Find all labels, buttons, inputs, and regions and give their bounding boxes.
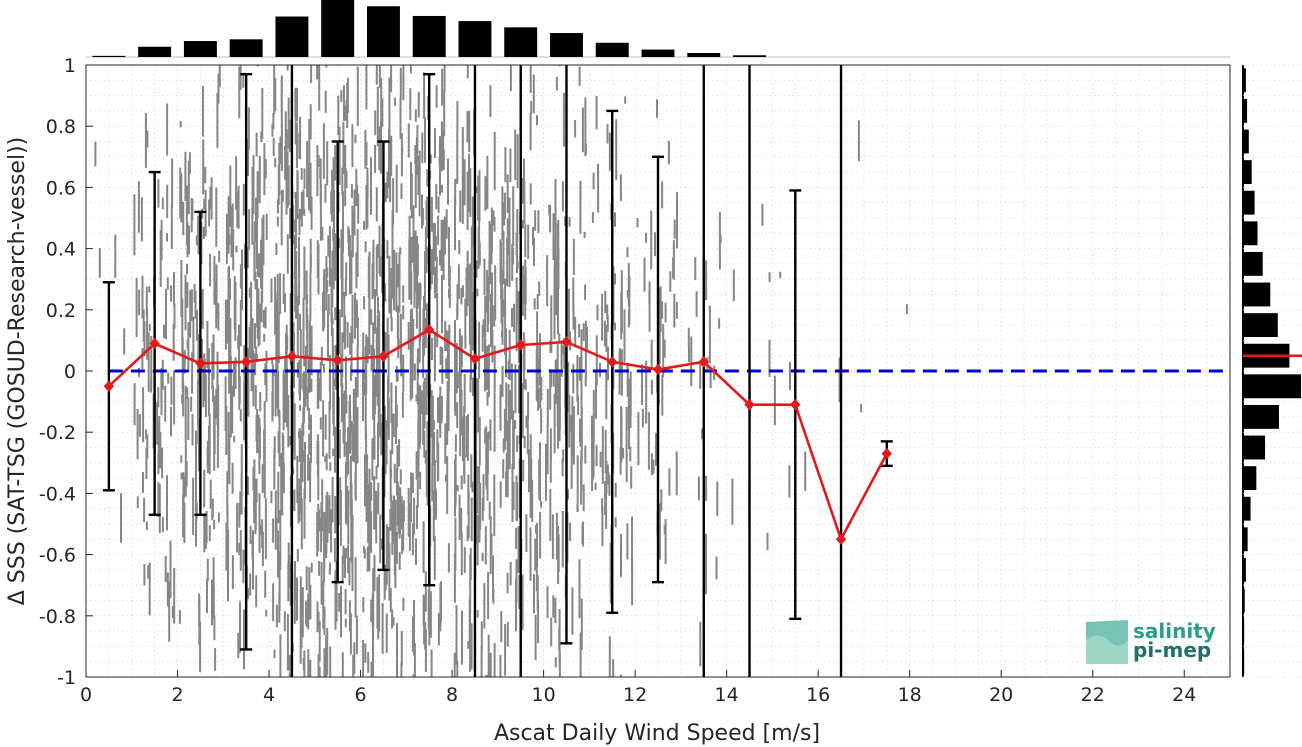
- top-hist-bar: [275, 16, 309, 58]
- top-hist-bar: [458, 21, 492, 57]
- right-hist-bar: [1243, 557, 1246, 582]
- mean-marker: [652, 363, 664, 376]
- y-tick-label: 0: [64, 361, 76, 383]
- x-tick-label: 10: [532, 684, 556, 706]
- y-tick-label: -0.4: [39, 483, 76, 505]
- y-tick-label: 0.8: [46, 116, 76, 138]
- mean-marker: [515, 339, 526, 351]
- top-hist-bar: [595, 42, 629, 57]
- mean-marker: [835, 533, 847, 546]
- mean-marker: [790, 398, 801, 411]
- x-tick-label: 6: [355, 684, 367, 706]
- logo-line2: pi-mep: [1133, 638, 1211, 662]
- right-hist-bar: [1243, 496, 1251, 521]
- y-tick-label: -0.6: [39, 545, 76, 567]
- x-tick-label: 2: [171, 684, 183, 706]
- scatter-cloud: [94, 65, 908, 677]
- x-tick-label: 14: [715, 684, 739, 706]
- x-tick-label: 24: [1172, 684, 1196, 706]
- right-hist-bar: [1243, 435, 1266, 460]
- mean-marker: [103, 380, 115, 393]
- y-tick-label: 0.6: [46, 177, 76, 199]
- top-hist-bar: [183, 41, 217, 57]
- top-hist-bar: [641, 49, 675, 57]
- mean-marker: [286, 350, 298, 363]
- top-hist-bar: [92, 55, 126, 57]
- right-hist-bar: [1243, 649, 1245, 674]
- right-hist-bar: [1243, 221, 1258, 246]
- y-tick-label: -0.2: [39, 422, 76, 444]
- y-tick-label: -1: [57, 667, 76, 689]
- mean-marker: [149, 337, 160, 350]
- y-axis-label: Δ SSS (SAT-TSG (GOSUD-Research-vessel)): [5, 137, 30, 605]
- right-hist-bar: [1243, 374, 1301, 399]
- right-hist-bar: [1243, 190, 1255, 215]
- y-tick-label: 0.2: [46, 300, 76, 322]
- mean-marker: [698, 356, 709, 368]
- right-hist-bar: [1243, 588, 1245, 613]
- scatter-points: [94, 65, 908, 677]
- x-tick-label: 4: [263, 684, 275, 706]
- mean-marker: [424, 323, 435, 336]
- right-hist-bar: [1243, 98, 1248, 123]
- right-hist-bar: [1243, 404, 1279, 429]
- x-tick-label: 22: [1081, 684, 1105, 706]
- y-tick-label: 1: [64, 55, 76, 77]
- mean-marker: [744, 398, 755, 411]
- right-hist-bar: [1243, 160, 1252, 185]
- mean-marker: [195, 357, 206, 370]
- right-hist-bar: [1243, 619, 1245, 644]
- x-tick-label: 20: [989, 684, 1013, 706]
- right-hist-bar: [1243, 251, 1263, 276]
- x-axis-label: Ascat Daily Wind Speed [m/s]: [494, 721, 820, 746]
- tick-labels: 0 2 4 6 8 10 12 14 16 18 20 22 24-1-0.8-0.6-0.4-0.20…: [39, 55, 1196, 706]
- mean-marker: [607, 356, 618, 368]
- x-tick-label: 12: [623, 684, 647, 706]
- top-histogram: [86, 0, 1230, 58]
- mean-marker: [378, 350, 389, 363]
- right-hist-bar: [1243, 282, 1271, 307]
- logo-wave-shade-icon: [1086, 635, 1128, 664]
- right-hist-bar: [1243, 129, 1249, 154]
- logo-line1: salinity: [1133, 619, 1216, 643]
- mean-marker: [881, 447, 892, 460]
- right-hist-bar: [1243, 68, 1246, 93]
- top-hist-bar: [550, 33, 583, 57]
- right-hist-bar: [1243, 466, 1257, 491]
- y-tick-label: -0.8: [39, 606, 76, 628]
- mean-marker: [240, 356, 252, 368]
- mean-marker: [332, 354, 343, 367]
- right-histogram: [1242, 64, 1302, 678]
- top-hist-bar: [138, 46, 172, 57]
- x-tick-label: 8: [446, 684, 458, 706]
- right-hist-bar: [1243, 313, 1278, 338]
- error-bars: [102, 65, 893, 677]
- mean-marker: [561, 336, 572, 348]
- top-hist-bar: [366, 6, 400, 57]
- top-hist-bar: [733, 55, 766, 57]
- y-tick-label: 0.4: [46, 239, 76, 261]
- x-tick-label: 18: [898, 684, 922, 706]
- right-hist-bar: [1243, 527, 1248, 552]
- x-tick-label: 0: [80, 684, 92, 706]
- bin-mean-series: [103, 323, 892, 546]
- top-hist-bar: [687, 53, 721, 57]
- mean-line: [108, 328, 888, 543]
- salinity-pi-mep-logo: salinity pi-mep: [1086, 619, 1216, 664]
- top-hist-bar: [229, 39, 263, 57]
- top-hist-bar: [412, 15, 446, 58]
- x-tick-label: 16: [806, 684, 830, 706]
- mean-marker: [469, 353, 481, 365]
- top-hist-bar: [504, 27, 538, 57]
- top-hist-bar: [321, 0, 355, 57]
